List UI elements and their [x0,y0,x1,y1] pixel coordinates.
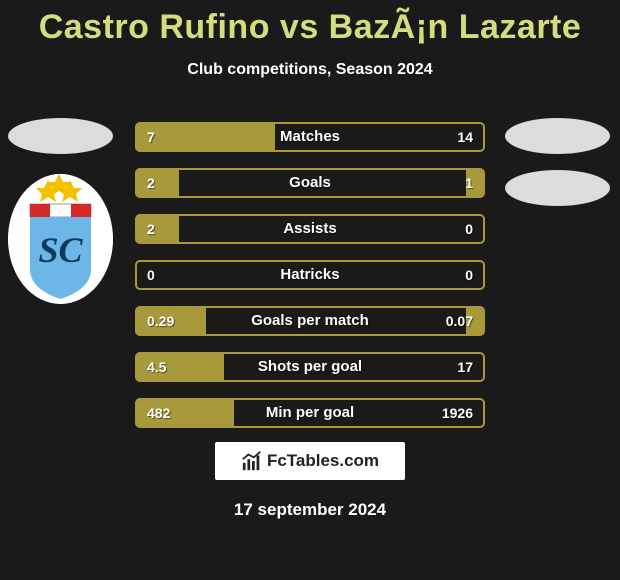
stat-label: Shots per goal [137,354,483,380]
stat-row: 714Matches [135,122,485,152]
brand-name: FcTables.com [267,451,379,471]
footer-date: 17 september 2024 [0,500,620,520]
chart-icon [241,450,263,472]
page-title: Castro Rufino vs BazÃ¡n Lazarte [0,0,620,47]
stat-label: Min per goal [137,400,483,426]
stat-row: 4.517Shots per goal [135,352,485,382]
stat-row: 4821926Min per goal [135,398,485,428]
stat-label: Hatricks [137,262,483,288]
brand-logo: FcTables.com [215,442,405,480]
svg-text:SC: SC [38,230,83,270]
stats-comparison: 714Matches 21Goals 20Assists 00Hatricks 0.29… [135,122,485,444]
stat-label: Matches [137,124,483,150]
club-right-badge-placeholder [505,170,610,206]
stat-row: 0.290.07Goals per match [135,306,485,336]
stat-row: 20Assists [135,214,485,244]
club-crest-icon: SC [8,174,113,304]
stat-label: Goals per match [137,308,483,334]
subtitle: Club competitions, Season 2024 [0,61,620,79]
stat-label: Assists [137,216,483,242]
right-player-column [505,118,610,206]
stat-label: Goals [137,170,483,196]
left-player-column: SC [8,118,113,304]
stat-row: 00Hatricks [135,260,485,290]
stat-row: 21Goals [135,168,485,198]
player-left-badge-placeholder [8,118,113,154]
player-right-badge-placeholder [505,118,610,154]
club-badge-left: SC [8,174,113,304]
